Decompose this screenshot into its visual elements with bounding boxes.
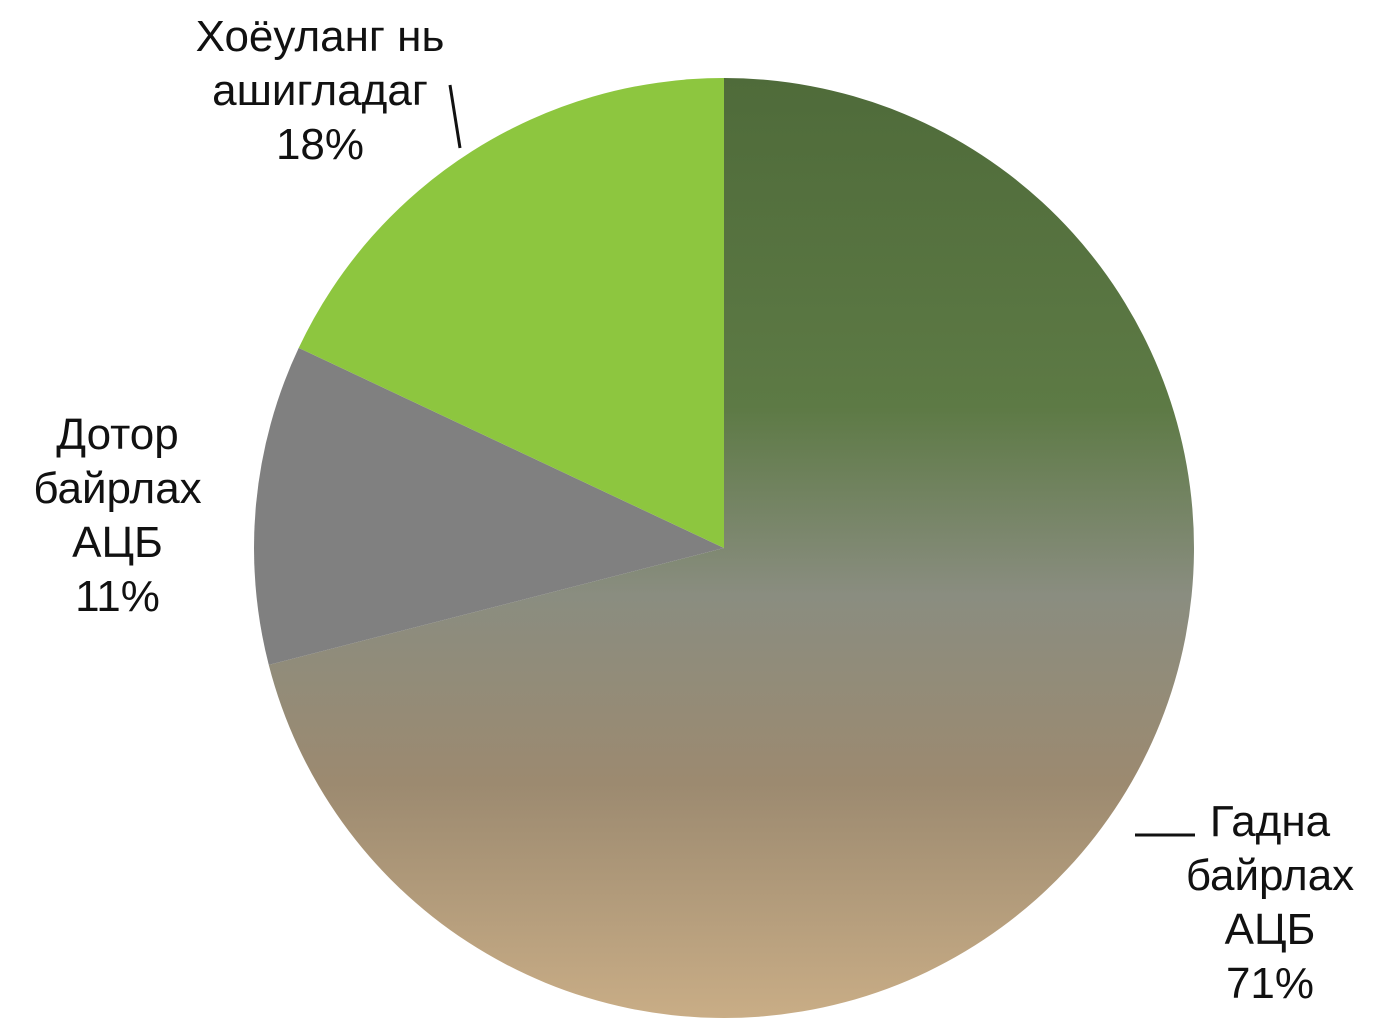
slice-label: Гадна байрлах АЦБ 71% xyxy=(1165,795,1375,1011)
value-label: 71% xyxy=(1225,959,1315,1008)
category-label: Хоёуланг нь ашигладаг xyxy=(195,12,445,115)
slice-label: Хоёуланг нь ашигладаг 18% xyxy=(160,10,480,172)
slice-label: Дотор байрлах АЦБ 11% xyxy=(10,408,225,624)
pie-slice xyxy=(268,78,1195,1018)
leader-line xyxy=(448,84,462,149)
pie-slice xyxy=(253,347,724,665)
slices xyxy=(253,78,1195,1018)
pie-slice xyxy=(298,78,724,548)
category-label: Дотор байрлах АЦБ xyxy=(33,410,202,567)
value-label: 18% xyxy=(275,120,365,169)
category-label: Гадна байрлах АЦБ xyxy=(1185,797,1355,954)
value-label: 11% xyxy=(75,572,160,621)
